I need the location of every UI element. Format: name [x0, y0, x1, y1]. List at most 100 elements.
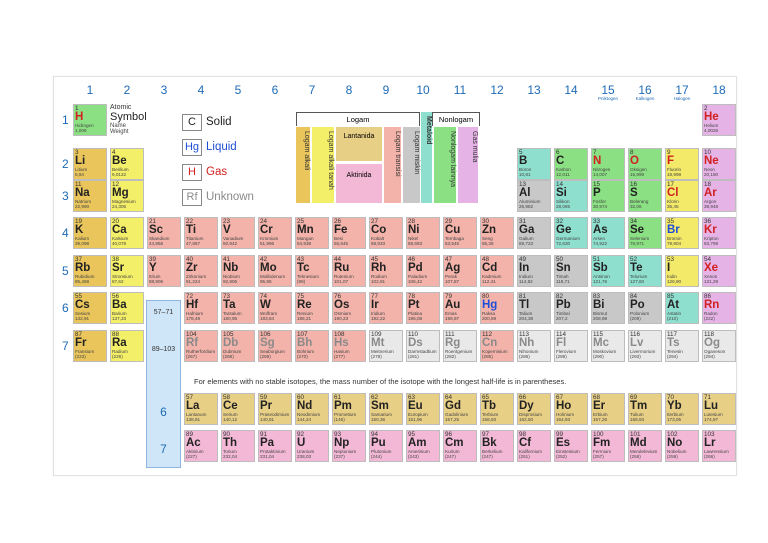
element-fm[interactable]: 100 Fm Fermium (257)	[591, 430, 625, 462]
element-dy[interactable]: 66 Dy Disprosium 162,50	[517, 393, 551, 425]
element-nh[interactable]: 113 Nh Nihonium (286)	[517, 330, 551, 362]
element-rf[interactable]: 104 Rf Rutherfordium (267)	[184, 330, 218, 362]
element-zn[interactable]: 30 Zn Seng 65,38	[480, 217, 514, 249]
element-pb[interactable]: 82 Pb Timbal 207,2	[554, 292, 588, 324]
element-ti[interactable]: 22 Ti Titanium 47,867	[184, 217, 218, 249]
element-mo[interactable]: 42 Mo Molibdenum 95,95	[258, 255, 292, 287]
element-mg[interactable]: 12 Mg Magnesium 24,305	[110, 180, 144, 212]
element-cn[interactable]: 112 Cn Kopernisium (285)	[480, 330, 514, 362]
element-fe[interactable]: 26 Fe Besi 55,845	[332, 217, 366, 249]
element-cr[interactable]: 24 Cr Kromium 51,996	[258, 217, 292, 249]
element-pu[interactable]: 94 Pu Plutonium (244)	[369, 430, 403, 462]
element-sc[interactable]: 21 Sc Skandium 44,956	[147, 217, 181, 249]
element-bk[interactable]: 97 Bk Berkelium (247)	[480, 430, 514, 462]
element-ds[interactable]: 110 Ds Darmstadtium (281)	[406, 330, 440, 362]
element-re[interactable]: 75 Re Renium 186,21	[295, 292, 329, 324]
element-la[interactable]: 57 La Lantanum 138,91	[184, 393, 218, 425]
element-cu[interactable]: 29 Cu Tembaga 63,546	[443, 217, 477, 249]
element-cf[interactable]: 98 Cf Kalifornium (251)	[517, 430, 551, 462]
element-th[interactable]: 90 Th Torium 232,04	[221, 430, 255, 462]
element-gd[interactable]: 64 Gd Gadolinium 157,25	[443, 393, 477, 425]
element-br[interactable]: 35 Br Bromin 79,904	[665, 217, 699, 249]
element-ge[interactable]: 32 Ge Germanium 72,630	[554, 217, 588, 249]
element-ra[interactable]: 88 Ra Radium (226)	[110, 330, 144, 362]
element-cl[interactable]: 17 Cl Klorin 35,45	[665, 180, 699, 212]
element-ce[interactable]: 58 Ce Serium 140,12	[221, 393, 255, 425]
element-ne[interactable]: 10 Ne Neon 20,180	[702, 148, 736, 180]
element-co[interactable]: 27 Co Kobalt 58,933	[369, 217, 403, 249]
element-hs[interactable]: 108 Hs Hasium (277)	[332, 330, 366, 362]
element-p[interactable]: 15 P Fosfor 30,974	[591, 180, 625, 212]
element-ru[interactable]: 44 Ru Rutenium 101,07	[332, 255, 366, 287]
element-cd[interactable]: 48 Cd Kadmium 112,41	[480, 255, 514, 287]
element-si[interactable]: 14 Si Silikon 28,085	[554, 180, 588, 212]
element-as[interactable]: 33 As Arsen 74,922	[591, 217, 625, 249]
element-pd[interactable]: 46 Pd Paladium 106,42	[406, 255, 440, 287]
element-lu[interactable]: 71 Lu Lutesium 174,97	[702, 393, 736, 425]
element-ca[interactable]: 20 Ca Kalsium 40,078	[110, 217, 144, 249]
element-i[interactable]: 53 I Iodin 126,90	[665, 255, 699, 287]
element-f[interactable]: 9 F Fluorin 18,998	[665, 148, 699, 180]
element-fr[interactable]: 87 Fr Fransium (223)	[73, 330, 107, 362]
element-ag[interactable]: 47 Ag Perak 107,87	[443, 255, 477, 287]
element-sm[interactable]: 62 Sm Samarium 150,36	[369, 393, 403, 425]
element-na[interactable]: 11 Na Natrium 22,990	[73, 180, 107, 212]
element-lr[interactable]: 103 Lr Lawrensium (266)	[702, 430, 736, 462]
element-no[interactable]: 102 No Nobelium (259)	[665, 430, 699, 462]
element-er[interactable]: 68 Er Erbium 167,26	[591, 393, 625, 425]
element-cs[interactable]: 55 Cs Sesium 132,91	[73, 292, 107, 324]
element-og[interactable]: 118 Og Oganeson (294)	[702, 330, 736, 362]
element-ba[interactable]: 56 Ba Barium 137,33	[110, 292, 144, 324]
element-nd[interactable]: 60 Nd Neodimium 144,24	[295, 393, 329, 425]
element-tb[interactable]: 65 Tb Terbium 158,93	[480, 393, 514, 425]
element-h[interactable]: 1 H Hidrogen 1,008	[73, 104, 107, 136]
element-pr[interactable]: 59 Pr Praseodimium 140,91	[258, 393, 292, 425]
element-rg[interactable]: 111 Rg Roentgenium (282)	[443, 330, 477, 362]
element-w[interactable]: 74 W Wolfram 183,84	[258, 292, 292, 324]
element-tc[interactable]: 43 Tc Teknesium (98)	[295, 255, 329, 287]
element-ar[interactable]: 18 Ar Argon 39,948	[702, 180, 736, 212]
element-b[interactable]: 5 B Boron 10,81	[517, 148, 551, 180]
element-rb[interactable]: 37 Rb Rubidium 85,468	[73, 255, 107, 287]
element-mt[interactable]: 109 Mt Meitnerium (278)	[369, 330, 403, 362]
element-db[interactable]: 105 Db Dubnium (268)	[221, 330, 255, 362]
element-pa[interactable]: 91 Pa Protaktinium 231,04	[258, 430, 292, 462]
element-c[interactable]: 6 C Karbon 12,011	[554, 148, 588, 180]
element-rn[interactable]: 86 Rn Radon (222)	[702, 292, 736, 324]
element-li[interactable]: 3 Li Litium 6,94	[73, 148, 107, 180]
element-lv[interactable]: 116 Lv Livermorium (293)	[628, 330, 662, 362]
element-rh[interactable]: 45 Rh Rodium 102,91	[369, 255, 403, 287]
element-ir[interactable]: 77 Ir Iridium 192,22	[369, 292, 403, 324]
element-mn[interactable]: 25 Mn Mangan 54,938	[295, 217, 329, 249]
element-o[interactable]: 8 O Oksigen 15,999	[628, 148, 662, 180]
element-eu[interactable]: 63 Eu Europium 151,96	[406, 393, 440, 425]
element-se[interactable]: 34 Se Selenium 78,971	[628, 217, 662, 249]
element-po[interactable]: 84 Po Polonium (209)	[628, 292, 662, 324]
element-ga[interactable]: 31 Ga Galium 69,723	[517, 217, 551, 249]
element-bi[interactable]: 83 Bi Bismut 208,98	[591, 292, 625, 324]
element-ts[interactable]: 117 Ts Tenesin (294)	[665, 330, 699, 362]
element-hf[interactable]: 72 Hf Hafnium 178,49	[184, 292, 218, 324]
element-al[interactable]: 13 Al Aluminium 26,982	[517, 180, 551, 212]
element-cm[interactable]: 96 Cm Kurium (247)	[443, 430, 477, 462]
element-nb[interactable]: 41 Nb Niobium 92,906	[221, 255, 255, 287]
element-xe[interactable]: 54 Xe Xenon 131,29	[702, 255, 736, 287]
element-k[interactable]: 19 K Kalium 39,098	[73, 217, 107, 249]
element-sn[interactable]: 50 Sn Timah 118,71	[554, 255, 588, 287]
element-bh[interactable]: 107 Bh Bohrium (270)	[295, 330, 329, 362]
element-in[interactable]: 49 In Indium 114,82	[517, 255, 551, 287]
element-np[interactable]: 93 Np Neptunium (237)	[332, 430, 366, 462]
element-fl[interactable]: 114 Fl Flerovium (289)	[554, 330, 588, 362]
element-he[interactable]: 2 He Helium 4,0026	[702, 104, 736, 136]
element-kr[interactable]: 36 Kr Kripton 83,798	[702, 217, 736, 249]
element-te[interactable]: 52 Te Telurium 127,60	[628, 255, 662, 287]
element-be[interactable]: 4 Be Berilium 9,0122	[110, 148, 144, 180]
element-s[interactable]: 16 S Belerang 32,06	[628, 180, 662, 212]
element-tm[interactable]: 69 Tm Tulium 168,93	[628, 393, 662, 425]
element-zr[interactable]: 40 Zr Zirkonium 91,224	[184, 255, 218, 287]
element-ac[interactable]: 89 Ac Aktinium (227)	[184, 430, 218, 462]
element-n[interactable]: 7 N Nitrogen 14,007	[591, 148, 625, 180]
element-am[interactable]: 95 Am Amerisium (243)	[406, 430, 440, 462]
element-sg[interactable]: 106 Sg Seaborgium (269)	[258, 330, 292, 362]
element-au[interactable]: 79 Au Emas 196,97	[443, 292, 477, 324]
